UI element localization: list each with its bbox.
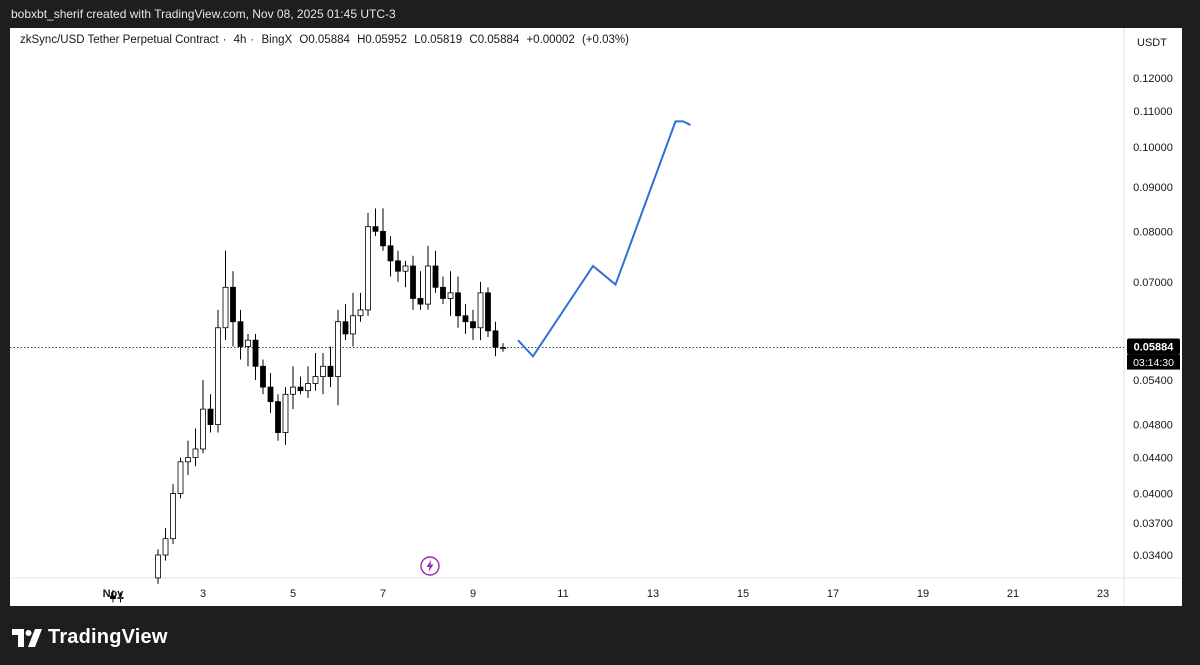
candle-body xyxy=(417,298,424,305)
projection-line[interactable] xyxy=(517,120,691,358)
y-tick-label: 0.11000 xyxy=(1134,106,1173,118)
candle-body xyxy=(372,226,379,232)
candle-body xyxy=(110,595,116,599)
candle-body xyxy=(170,493,176,540)
legend-symbol[interactable]: zkSync/USD Tether Perpetual Contract xyxy=(20,34,219,46)
candle-body xyxy=(282,393,289,433)
x-tick-label: 5 xyxy=(290,588,296,600)
candle-body xyxy=(447,292,454,299)
currency-label[interactable]: USDT xyxy=(1137,37,1167,49)
candle-body xyxy=(387,245,394,262)
candle-body xyxy=(350,315,356,335)
candle-body xyxy=(260,365,266,388)
candle-body xyxy=(297,386,304,392)
x-tick-label: 11 xyxy=(557,588,568,600)
y-tick-label: 0.08000 xyxy=(1133,226,1173,238)
candle-body xyxy=(290,386,296,395)
y-tick-label: 0.12000 xyxy=(1133,73,1173,85)
candle-body xyxy=(245,339,251,347)
candle-body xyxy=(432,265,439,288)
countdown-label: 03:14:30 xyxy=(1133,357,1174,369)
lightning-icon[interactable] xyxy=(420,556,440,576)
footer-bar: TradingView xyxy=(0,606,1200,665)
candle-body xyxy=(342,321,349,335)
y-tick-label: 0.03700 xyxy=(1133,518,1173,530)
brand-name: TradingView xyxy=(48,626,168,648)
y-tick-label: 0.05400 xyxy=(1133,375,1173,387)
candle-body xyxy=(320,365,326,377)
x-tick-label: 15 xyxy=(737,588,749,600)
last-price-label: 0.05884 xyxy=(1134,342,1175,354)
y-tick-label: 0.07000 xyxy=(1133,277,1173,289)
candle-body xyxy=(117,596,124,599)
candle-body xyxy=(357,309,364,317)
candle-body xyxy=(275,401,281,433)
candle-body xyxy=(440,286,446,299)
candle-body xyxy=(492,330,499,348)
candle-body xyxy=(455,292,461,317)
legend-low: L0.05819 xyxy=(414,34,463,46)
candle-body xyxy=(155,554,161,579)
x-tick-label: 19 xyxy=(917,588,929,600)
candle-body xyxy=(207,408,214,425)
countdown-badge xyxy=(1127,354,1180,370)
legend-change: +0.00002 xyxy=(526,34,575,46)
chart-credit: bobxbt_sherif created with TradingView.c… xyxy=(11,7,396,21)
x-tick-label: 9 xyxy=(470,588,476,600)
x-tick-label: 13 xyxy=(647,588,659,600)
candle-body xyxy=(410,265,416,299)
x-tick-label: 21 xyxy=(1007,588,1019,600)
candle-body xyxy=(162,538,169,556)
y-tick-label: 0.03400 xyxy=(1133,550,1173,562)
candle-body xyxy=(395,260,401,272)
candle-body xyxy=(192,448,199,458)
candle-body xyxy=(237,321,244,347)
candle-body xyxy=(462,315,469,323)
candle-body xyxy=(327,365,334,377)
candle-body xyxy=(402,265,409,272)
x-tick-label: 3 xyxy=(200,588,206,600)
candle-body xyxy=(177,461,184,494)
candle-body xyxy=(252,339,259,367)
tradingview-brand[interactable]: TradingView xyxy=(12,626,168,649)
candle-body xyxy=(267,386,274,403)
y-tick-label: 0.04400 xyxy=(1133,452,1173,464)
candle-body xyxy=(185,457,191,463)
last-price-badge xyxy=(1127,338,1180,355)
candle-body xyxy=(365,226,371,311)
candle-body xyxy=(215,327,221,425)
legend-open: O0.05884 xyxy=(299,34,350,46)
legend-close: C0.05884 xyxy=(469,34,520,46)
candle-body xyxy=(312,376,319,384)
legend-change-pct: (+0.03%) xyxy=(581,34,629,46)
candle-body xyxy=(500,347,506,349)
y-tick-label: 0.04800 xyxy=(1133,420,1173,432)
legend-high: H0.05952 xyxy=(357,34,407,46)
candle-body xyxy=(380,230,386,247)
candle-body xyxy=(200,408,206,450)
y-tick-label: 0.04000 xyxy=(1133,489,1173,501)
legend-interval: 4h xyxy=(233,34,247,46)
candle-body xyxy=(425,265,431,305)
y-tick-label: 0.10000 xyxy=(1133,142,1173,154)
legend-exchange: BingX xyxy=(261,34,293,46)
candle-body xyxy=(305,383,311,392)
x-tick-label: 17 xyxy=(827,588,839,600)
candle-body xyxy=(230,286,236,323)
tradingview-logo-icon xyxy=(12,628,42,647)
candle-body xyxy=(485,292,491,332)
candle-body xyxy=(335,321,341,377)
chart-panel[interactable] xyxy=(10,28,1182,606)
x-tick-label: 23 xyxy=(1097,588,1109,600)
candle-body xyxy=(477,292,484,329)
symbol-legend: zkSync/USD Tether Perpetual Contract · 4h… xyxy=(20,34,629,46)
x-tick-label: 7 xyxy=(380,588,386,600)
candle-body xyxy=(222,286,229,329)
y-tick-label: 0.09000 xyxy=(1133,182,1173,194)
candle-body xyxy=(470,321,476,329)
